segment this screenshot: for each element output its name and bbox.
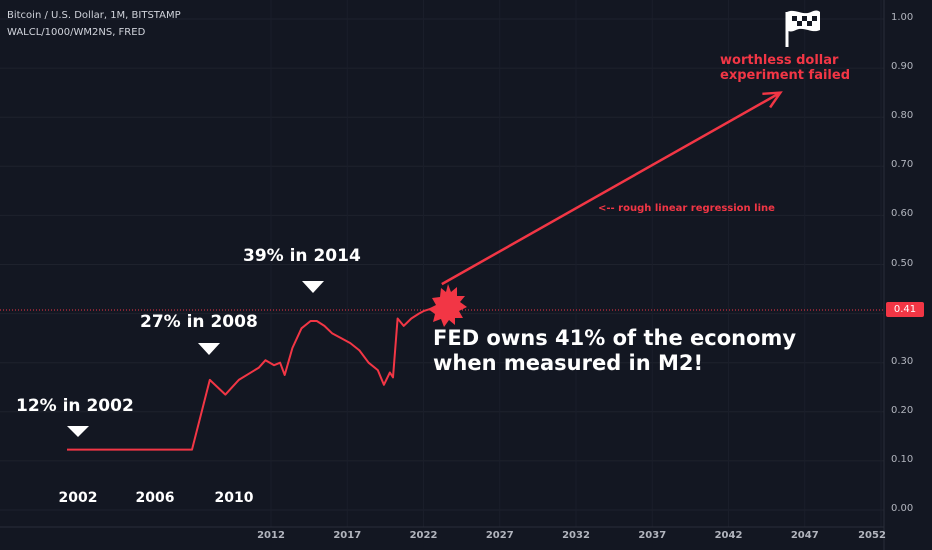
x-overlay-label: 2010 [214, 490, 254, 506]
label-2014: 39% in 2014 [243, 246, 361, 266]
y-tick-label: 0.00 [891, 503, 914, 514]
y-tick-label: 0.30 [891, 355, 914, 367]
label-2002: 12% in 2002 [16, 396, 134, 416]
x-overlay-label: 2002 [58, 490, 98, 506]
regression-arrow [441, 91, 783, 286]
x-tick-label: 2022 [409, 530, 438, 541]
regression-line [441, 91, 781, 286]
y-tick-label: 0.20 [891, 404, 914, 416]
x-tick-label: 2052 [858, 530, 886, 541]
symbol-title: Bitcoin / U.S. Dollar, 1M, BITSTAMP [7, 10, 181, 21]
y-tick-label: 0.90 [891, 61, 914, 73]
fed-note-line1: FED owns 41% of the economy [433, 326, 797, 350]
x-tick-label: 2032 [562, 530, 590, 541]
y-tick-label: 0.50 [891, 257, 914, 269]
regression-arrowhead [762, 91, 783, 109]
marker-triangle-2002 [67, 426, 89, 437]
x-tick-label: 2012 [257, 530, 285, 541]
flag-icon [785, 10, 820, 47]
chart-grid [0, 18, 884, 511]
label-2008: 27% in 2008 [140, 312, 258, 332]
y-tick-label: 0.10 [891, 453, 914, 465]
x-tick-label: 2037 [638, 530, 667, 541]
y-tick-label: 1.00 [891, 12, 914, 23]
marker-triangle-2014 [302, 281, 324, 293]
y-tick-label: 0.60 [891, 208, 914, 220]
x-tick-label: 2047 [790, 530, 819, 541]
fed-note-line2: when measured in M2! [433, 351, 704, 375]
x-tick-label: 2042 [714, 530, 743, 541]
series-line [67, 307, 432, 451]
x-tick-label: 2027 [485, 530, 514, 541]
x-overlay-label: 2006 [135, 490, 175, 506]
last-value-badge: 0.41 [886, 302, 924, 317]
y-tick-label: 0.70 [891, 159, 914, 171]
x-tick-label: 2017 [333, 530, 362, 541]
marker-triangle-2008 [198, 343, 220, 355]
indicator-title: WALCL/1000/WM2NS, FRED [7, 27, 146, 38]
y-tick-label: 0.80 [891, 110, 914, 122]
worthless-note-line1: worthless dollar [720, 53, 839, 68]
worthless-note-line2: experiment failed [720, 68, 851, 83]
regression-note: <-- rough linear regression line [598, 203, 775, 214]
starburst-marker [428, 284, 467, 327]
